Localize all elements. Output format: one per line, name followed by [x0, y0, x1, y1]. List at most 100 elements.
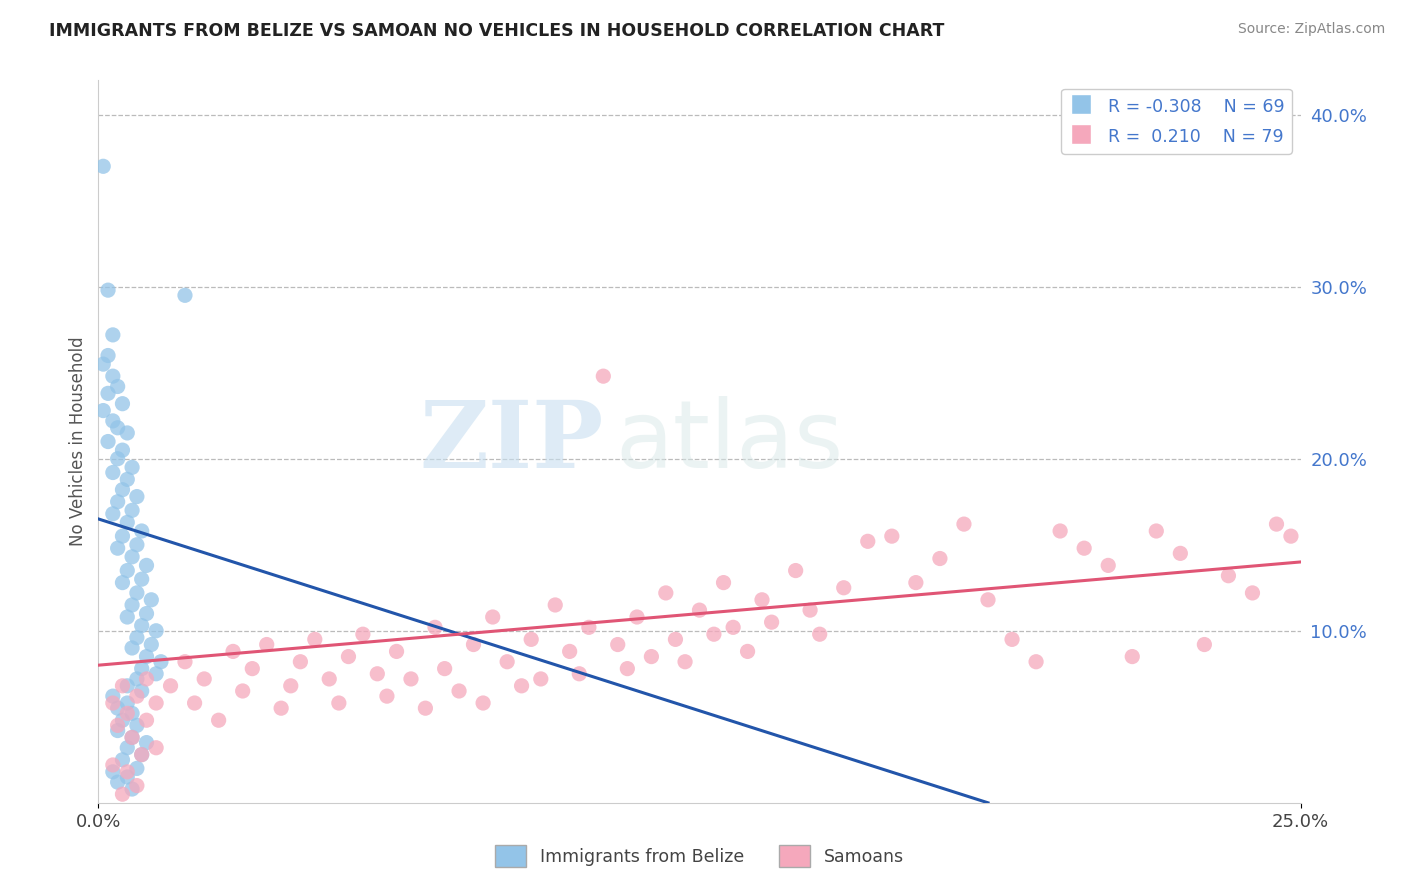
Point: [530, 672, 553, 686]
Point: [1097, 558, 1119, 573]
Point: [1218, 568, 1240, 582]
Point: [97, 349, 120, 363]
Y-axis label: No Vehicles in Household: No Vehicles in Household: [69, 336, 87, 547]
Point: [385, 644, 408, 658]
Point: [616, 662, 638, 676]
Point: [337, 649, 360, 664]
Point: [183, 696, 205, 710]
Point: [97, 386, 120, 401]
Point: [135, 558, 157, 573]
Point: [510, 679, 533, 693]
Point: [737, 644, 759, 658]
Point: [568, 666, 591, 681]
Point: [111, 443, 134, 458]
Point: [481, 610, 503, 624]
Point: [101, 689, 124, 703]
Point: [117, 610, 139, 624]
Point: [141, 592, 163, 607]
Point: [121, 731, 143, 745]
Point: [1265, 517, 1288, 532]
Point: [808, 627, 831, 641]
Point: [107, 494, 129, 508]
Point: [125, 689, 148, 703]
Point: [117, 472, 139, 486]
Point: [751, 592, 773, 607]
Point: [977, 592, 1000, 607]
Point: [121, 460, 143, 475]
Point: [1121, 649, 1143, 664]
Text: atlas: atlas: [616, 395, 844, 488]
Point: [592, 369, 614, 384]
Point: [304, 632, 326, 647]
Point: [97, 283, 120, 297]
Point: [799, 603, 821, 617]
Legend: Immigrants from Belize, Samoans: Immigrants from Belize, Samoans: [488, 838, 911, 873]
Point: [141, 638, 163, 652]
Point: [101, 764, 124, 779]
Point: [101, 758, 124, 772]
Point: [856, 534, 879, 549]
Point: [117, 679, 139, 693]
Point: [366, 666, 388, 681]
Point: [121, 706, 143, 721]
Point: [111, 483, 134, 497]
Point: [1170, 546, 1192, 560]
Point: [208, 713, 231, 727]
Point: [520, 632, 543, 647]
Point: [496, 655, 519, 669]
Point: [928, 551, 950, 566]
Point: [97, 434, 120, 449]
Point: [101, 466, 124, 480]
Point: [145, 740, 167, 755]
Point: [270, 701, 292, 715]
Point: [713, 575, 735, 590]
Point: [447, 684, 470, 698]
Point: [159, 679, 181, 693]
Point: [1194, 638, 1216, 652]
Point: [101, 327, 124, 342]
Point: [111, 397, 134, 411]
Point: [149, 655, 172, 669]
Point: [415, 701, 437, 715]
Point: [1144, 524, 1167, 538]
Point: [101, 414, 124, 428]
Point: [107, 775, 129, 789]
Point: [121, 549, 143, 564]
Point: [131, 618, 153, 632]
Point: [117, 696, 139, 710]
Point: [131, 684, 153, 698]
Point: [101, 696, 124, 710]
Point: [423, 620, 446, 634]
Point: [655, 586, 678, 600]
Point: [111, 753, 134, 767]
Point: [1025, 655, 1047, 669]
Point: [131, 747, 153, 762]
Point: [107, 541, 129, 556]
Point: [91, 159, 114, 173]
Point: [880, 529, 903, 543]
Point: [117, 425, 139, 440]
Point: [125, 779, 148, 793]
Point: [463, 638, 485, 652]
Point: [121, 503, 143, 517]
Point: [117, 740, 139, 755]
Point: [256, 638, 278, 652]
Point: [1001, 632, 1024, 647]
Point: [125, 718, 148, 732]
Point: [953, 517, 976, 532]
Point: [131, 524, 153, 538]
Point: [125, 586, 148, 600]
Point: [145, 666, 167, 681]
Point: [135, 649, 157, 664]
Point: [232, 684, 254, 698]
Point: [290, 655, 312, 669]
Point: [135, 713, 157, 727]
Point: [111, 787, 134, 801]
Point: [240, 662, 263, 676]
Point: [121, 598, 143, 612]
Point: [117, 764, 139, 779]
Point: [785, 564, 807, 578]
Point: [761, 615, 783, 630]
Point: [1049, 524, 1071, 538]
Point: [1241, 586, 1264, 600]
